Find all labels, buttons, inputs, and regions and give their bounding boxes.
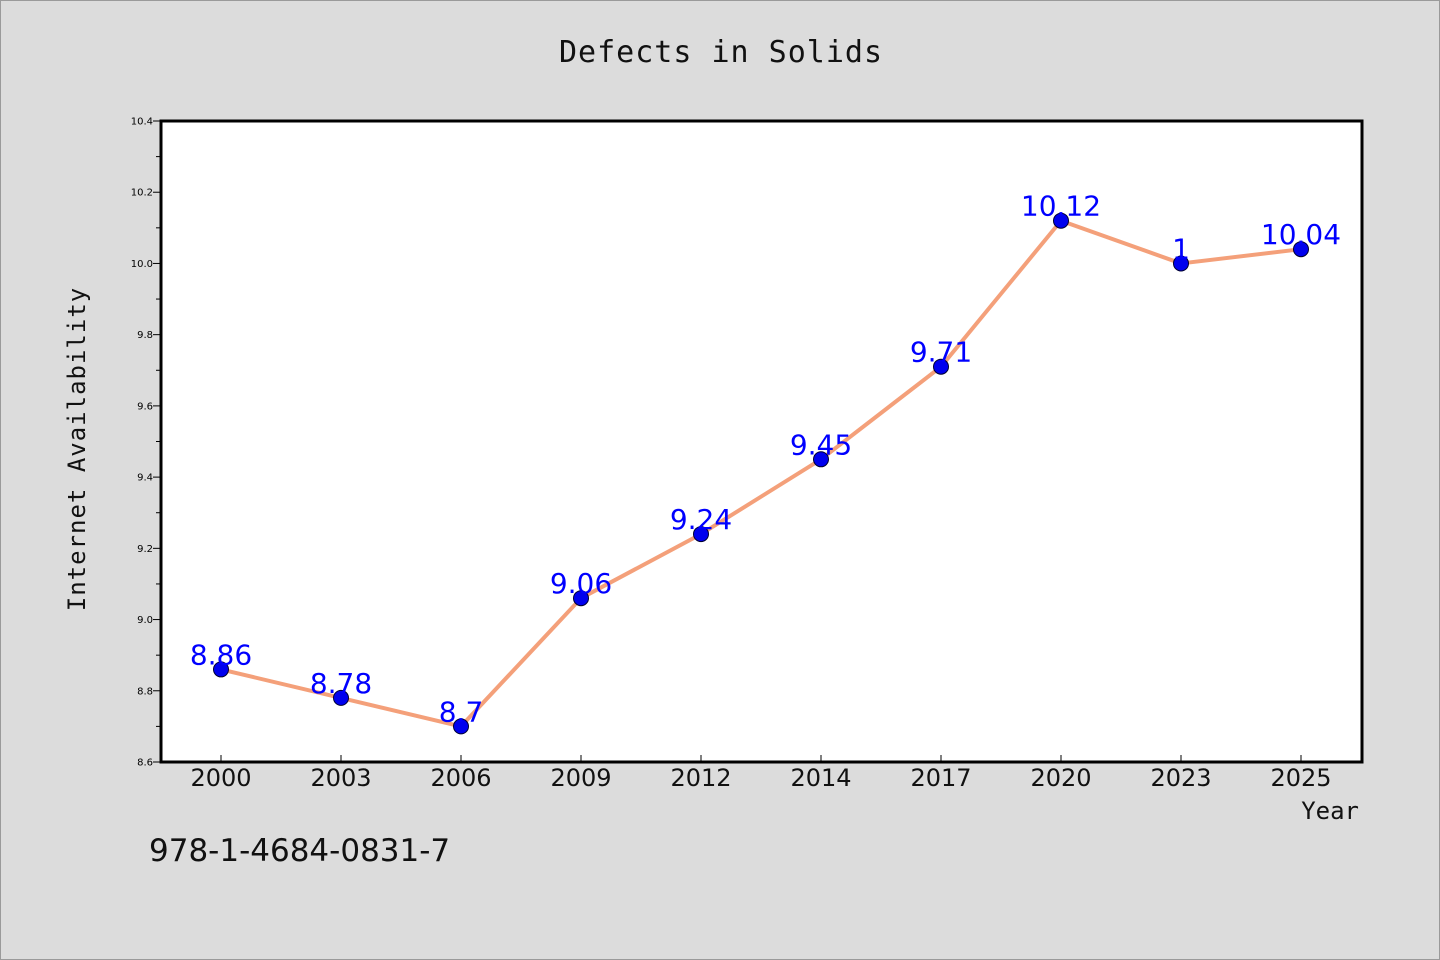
y-tick-label: 8.6: [137, 758, 153, 769]
data-label: 10.04: [1261, 218, 1341, 251]
x-axis: 2000 2003 2006 2009 2012 2014 2017 2020 2023 2025: [190, 755, 1332, 792]
x-tick-label: 2017: [910, 764, 971, 792]
data-point-marker: [213, 661, 229, 678]
y-tick-label: 9.6: [137, 401, 153, 412]
data-label: 1: [1172, 232, 1190, 265]
data-point-marker: [933, 358, 949, 375]
y-tick-label: 9.0: [137, 615, 153, 626]
y-tick-label: 9.8: [137, 330, 153, 341]
data-label: 10.12: [1021, 190, 1101, 223]
data-label: 9.45: [790, 428, 852, 461]
y-tick-label: 9.2: [137, 544, 153, 555]
y-tick-label: 10.0: [131, 259, 153, 270]
data-label: 9.71: [910, 336, 972, 369]
data-label: 9.24: [670, 503, 732, 536]
plot-area: [159, 119, 1364, 764]
x-tick-label: 2020: [1030, 764, 1091, 792]
data-point-marker: [693, 526, 709, 543]
data-label: 9.06: [550, 567, 612, 600]
x-tick-label: 2014: [790, 764, 851, 792]
data-point-marker: [333, 689, 349, 706]
x-tick-label: 2012: [670, 764, 731, 792]
data-label: 8.78: [310, 667, 372, 700]
y-tick-label: 9.4: [137, 473, 153, 484]
data-point-marker: [813, 451, 829, 468]
data-point-marker: [1293, 241, 1309, 258]
x-axis-label: Year: [1301, 797, 1359, 825]
data-point-marker: [1173, 255, 1189, 272]
x-tick-label: 2003: [310, 764, 371, 792]
marker-group: [213, 212, 1309, 735]
data-point-marker: [1053, 212, 1069, 229]
data-label-group: 8.86 8.78 8.7 9.06 9.24 9.45 9.71 10.12 1 10.04: [190, 190, 1341, 729]
y-axis: 8.6 8.8 9.0 9.2 9.4 9.6 9.8 10.0 10.2 10.4: [131, 117, 161, 769]
x-tick-label: 2023: [1150, 764, 1211, 792]
series-line: [219, 218, 1303, 729]
y-tick-label: 10.4: [131, 117, 153, 128]
y-tick-label: 10.2: [131, 188, 153, 199]
y-tick-label: 8.8: [137, 686, 153, 697]
data-label: 8.7: [439, 695, 484, 728]
chart-title: Defects in Solids: [558, 35, 884, 70]
series-line-group: [219, 218, 1303, 729]
data-point-marker: [453, 718, 469, 735]
x-tick-label: 2025: [1270, 764, 1331, 792]
x-tick-label: 2006: [430, 764, 491, 792]
x-tick-label: 2000: [190, 764, 251, 792]
isbn-text: 978-1-4684-0831-7: [149, 833, 451, 869]
data-point-marker: [573, 590, 589, 607]
x-tick-label: 2009: [550, 764, 611, 792]
data-label: 8.86: [190, 638, 252, 671]
